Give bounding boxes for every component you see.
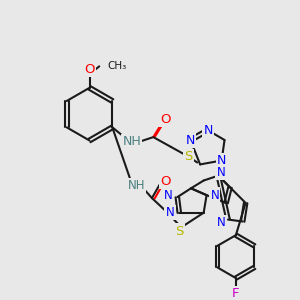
Text: N: N: [216, 166, 225, 179]
Text: O: O: [84, 63, 95, 76]
Text: NH: NH: [122, 136, 141, 148]
Text: S: S: [175, 225, 184, 238]
Text: N: N: [217, 154, 226, 167]
Text: N: N: [164, 189, 172, 202]
Text: N: N: [186, 134, 195, 146]
Text: N: N: [203, 124, 213, 137]
Text: N: N: [217, 166, 226, 179]
Text: O: O: [160, 175, 171, 188]
Text: F: F: [232, 287, 240, 300]
Text: N: N: [211, 189, 219, 202]
Text: N: N: [218, 216, 226, 229]
Text: NH: NH: [128, 179, 145, 192]
Text: CH₃: CH₃: [107, 61, 126, 71]
Text: O: O: [160, 113, 170, 126]
Text: N: N: [166, 206, 174, 219]
Text: S: S: [184, 150, 193, 163]
